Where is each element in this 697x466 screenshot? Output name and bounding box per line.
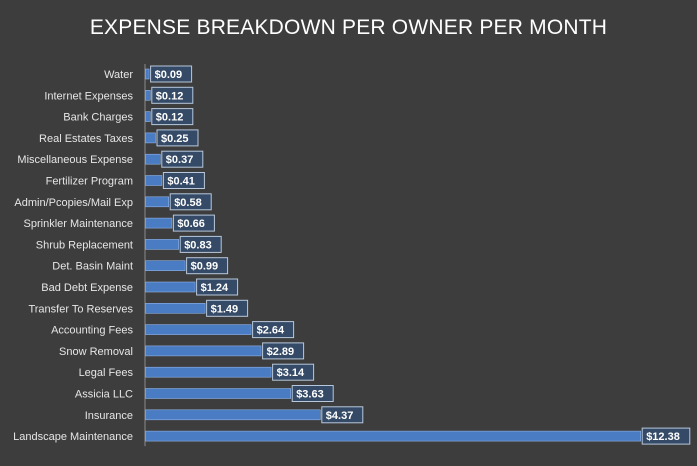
data-label: $0.25 — [161, 133, 189, 145]
data-label-box — [156, 129, 199, 147]
data-label-box — [641, 427, 691, 445]
data-label: $0.83 — [184, 239, 212, 251]
category-label: Bad Debt Expense — [41, 282, 133, 294]
data-label-box — [272, 363, 315, 381]
category-label: Assicia LLC — [75, 389, 133, 401]
bar — [145, 90, 151, 101]
data-label-box — [321, 406, 364, 424]
category-label: Bank Charges — [63, 112, 133, 124]
data-label: $3.14 — [277, 367, 305, 379]
bar — [145, 324, 252, 335]
category-label: Landscape Maintenance — [13, 431, 133, 443]
data-label-box — [169, 193, 212, 211]
bar — [145, 345, 262, 357]
data-label: $2.89 — [267, 346, 295, 358]
data-label-box — [162, 172, 205, 189]
bar — [145, 281, 196, 293]
data-label-box — [291, 385, 334, 402]
data-label-box — [206, 299, 249, 317]
data-label: $0.99 — [191, 261, 219, 273]
data-label: $1.24 — [201, 282, 229, 294]
data-label: $1.49 — [211, 303, 239, 315]
data-label-box — [150, 65, 193, 83]
data-label: $0.58 — [174, 197, 202, 209]
data-label: $0.37 — [166, 154, 194, 166]
data-label: $0.12 — [156, 90, 184, 102]
category-label: Miscellaneous Expense — [17, 154, 133, 166]
bar — [145, 68, 150, 80]
bar — [145, 388, 291, 399]
category-label: Insurance — [85, 410, 133, 422]
category-label: Admin/Pcopies/Mail Exp — [14, 197, 133, 209]
bar — [145, 239, 180, 250]
category-label: Internet Expenses — [44, 90, 133, 102]
category-label: Legal Fees — [79, 367, 134, 379]
category-label: Snow Removal — [59, 346, 133, 358]
data-label: $12.38 — [646, 431, 680, 443]
data-label: $0.09 — [155, 69, 183, 81]
bar — [145, 366, 272, 378]
data-label-box — [186, 257, 229, 275]
data-label: $0.12 — [156, 112, 184, 124]
category-label: Transfer To Reserves — [28, 303, 133, 315]
data-label-box — [161, 150, 204, 168]
bar — [145, 111, 151, 122]
category-label: Fertilizer Program — [46, 176, 133, 188]
bar — [145, 430, 642, 442]
data-label-box — [252, 321, 295, 339]
category-label: Shrub Replacement — [36, 239, 133, 251]
data-label-box — [179, 235, 222, 253]
data-label: $0.41 — [167, 176, 195, 188]
data-label: $3.63 — [296, 389, 324, 401]
category-label: Accounting Fees — [51, 325, 133, 337]
bar — [145, 217, 173, 229]
bar — [145, 302, 206, 314]
bar — [145, 409, 321, 421]
data-label-box — [196, 278, 239, 296]
bar — [145, 153, 161, 165]
data-label-box — [172, 214, 215, 232]
data-label-box — [151, 108, 194, 126]
data-label-box — [151, 86, 194, 104]
data-label: $4.37 — [326, 410, 354, 422]
data-label: $2.64 — [257, 325, 285, 337]
category-label: Sprinkler Maintenance — [24, 218, 133, 230]
bar — [145, 260, 186, 272]
bar — [145, 132, 156, 144]
bar — [145, 196, 170, 208]
chart-title: EXPENSE BREAKDOWN PER OWNER PER MONTH — [89, 16, 608, 39]
data-label-box — [262, 342, 305, 360]
category-label: Real Estates Taxes — [39, 133, 133, 145]
bar — [145, 175, 163, 186]
data-label: $0.66 — [177, 218, 205, 230]
category-label: Water — [104, 69, 133, 81]
category-label: Det. Basin Maint — [52, 261, 133, 273]
